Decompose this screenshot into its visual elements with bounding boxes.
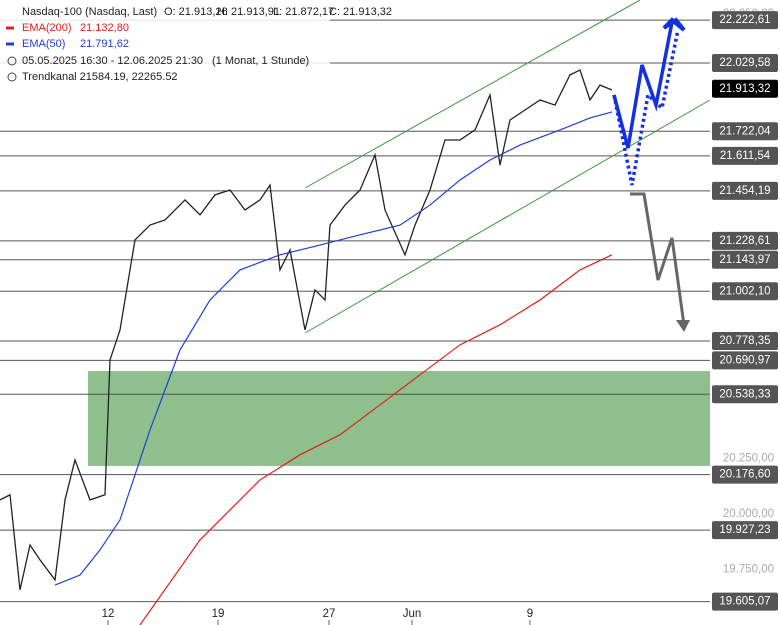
- clock-icon: [7, 56, 17, 66]
- y-tick-label: 20.250,00: [723, 452, 774, 464]
- legend-bg: [0, 0, 330, 86]
- level-label: 20.690,97: [719, 354, 770, 366]
- level-label: 21.611,54: [720, 150, 771, 162]
- level-label: 20.778,35: [719, 335, 770, 347]
- y-tick-label: 20.000,00: [723, 508, 774, 520]
- legend-period: 05.05.2025 16:30 - 12.06.2025 21:30: [22, 55, 203, 67]
- legend-interval: (1 Monat, 1 Stunde): [212, 55, 309, 67]
- price-line: [0, 69, 613, 591]
- legend-ohlc: H: 21.913,91: [217, 6, 280, 18]
- channel-upper: [304, 0, 641, 189]
- channel-lower: [304, 99, 711, 334]
- channel-icon: [7, 72, 17, 82]
- last-price-label: 21.913,32: [719, 83, 770, 95]
- level-tag: [712, 146, 778, 165]
- level-tag: [712, 385, 778, 404]
- support-zone: [88, 371, 710, 466]
- level-tag: [712, 592, 778, 611]
- level-tag: [712, 53, 778, 72]
- level-tag: [712, 231, 778, 250]
- level-label: 21.143,97: [719, 254, 770, 266]
- legend-label: EMA(200): [22, 22, 72, 34]
- level-label: 21.454,19: [719, 185, 770, 197]
- level-label: 21.228,61: [719, 235, 770, 247]
- level-label: 20.538,33: [719, 388, 770, 400]
- y-tick-label: 19.750,00: [723, 563, 774, 575]
- price-axis: [710, 0, 780, 625]
- level-label: 19.927,23: [719, 524, 770, 536]
- legend-ohlc: L: 21.872,17: [273, 6, 334, 18]
- legend-ohlc: O: 21.913,26: [164, 6, 228, 18]
- level-tag: [712, 250, 778, 269]
- level-tag: [712, 521, 778, 540]
- level-tag: [712, 351, 778, 370]
- level-tag: [712, 11, 778, 30]
- scenario-arrow-up: [612, 21, 674, 149]
- arrow-head: [662, 17, 686, 32]
- x-tick-label: 19: [212, 608, 225, 620]
- legend-ohlc: C: 21.913,32: [329, 6, 392, 18]
- level-label: 20.176,60: [719, 469, 770, 481]
- scenario-arrow-dotted: [612, 29, 680, 186]
- arrow-head: [676, 320, 690, 332]
- level-tag: [712, 465, 778, 484]
- legend-swatch: [6, 26, 14, 30]
- level-label: 22.029,58: [719, 57, 770, 69]
- level-label: 21.722,04: [719, 125, 771, 137]
- ema-line: [139, 254, 613, 625]
- legend: Nasdaq-100 (Nasdaq, Last) O: 21.913,26 H…: [0, 0, 392, 86]
- legend-label: EMA(50): [22, 38, 65, 50]
- x-tick-label: 27: [323, 608, 336, 620]
- legend-channel: Trendkanal 21584.19, 22265.52: [22, 71, 178, 83]
- x-tick-label: Jun: [403, 608, 422, 620]
- scenario-arrow-down: [630, 192, 686, 326]
- legend-value: 21.132,80: [80, 22, 129, 34]
- legend-swatch: [6, 42, 14, 46]
- level-label: 21.002,10: [719, 285, 770, 297]
- x-tick-label: 12: [102, 608, 115, 620]
- legend-title: Nasdaq-100 (Nasdaq, Last): [22, 6, 157, 18]
- level-tag: [712, 122, 778, 141]
- legend-value: 21.791,62: [80, 38, 129, 50]
- x-tick-label: 9: [527, 608, 533, 620]
- level-tag: [712, 331, 778, 350]
- level-tag: [712, 181, 778, 200]
- plot: [0, 69, 613, 625]
- level-label: 22.222,61: [719, 14, 770, 26]
- plot-background: 12 19 27 Jun 9: [0, 13, 714, 625]
- ema-line: [54, 111, 613, 586]
- level-tag: [712, 282, 778, 301]
- last-price-tag: [712, 79, 778, 98]
- price-axis-labels: 22.250,0020.250,0020.000,0019.750,0022.2…: [712, 8, 778, 611]
- level-label: 19.605,07: [719, 596, 770, 608]
